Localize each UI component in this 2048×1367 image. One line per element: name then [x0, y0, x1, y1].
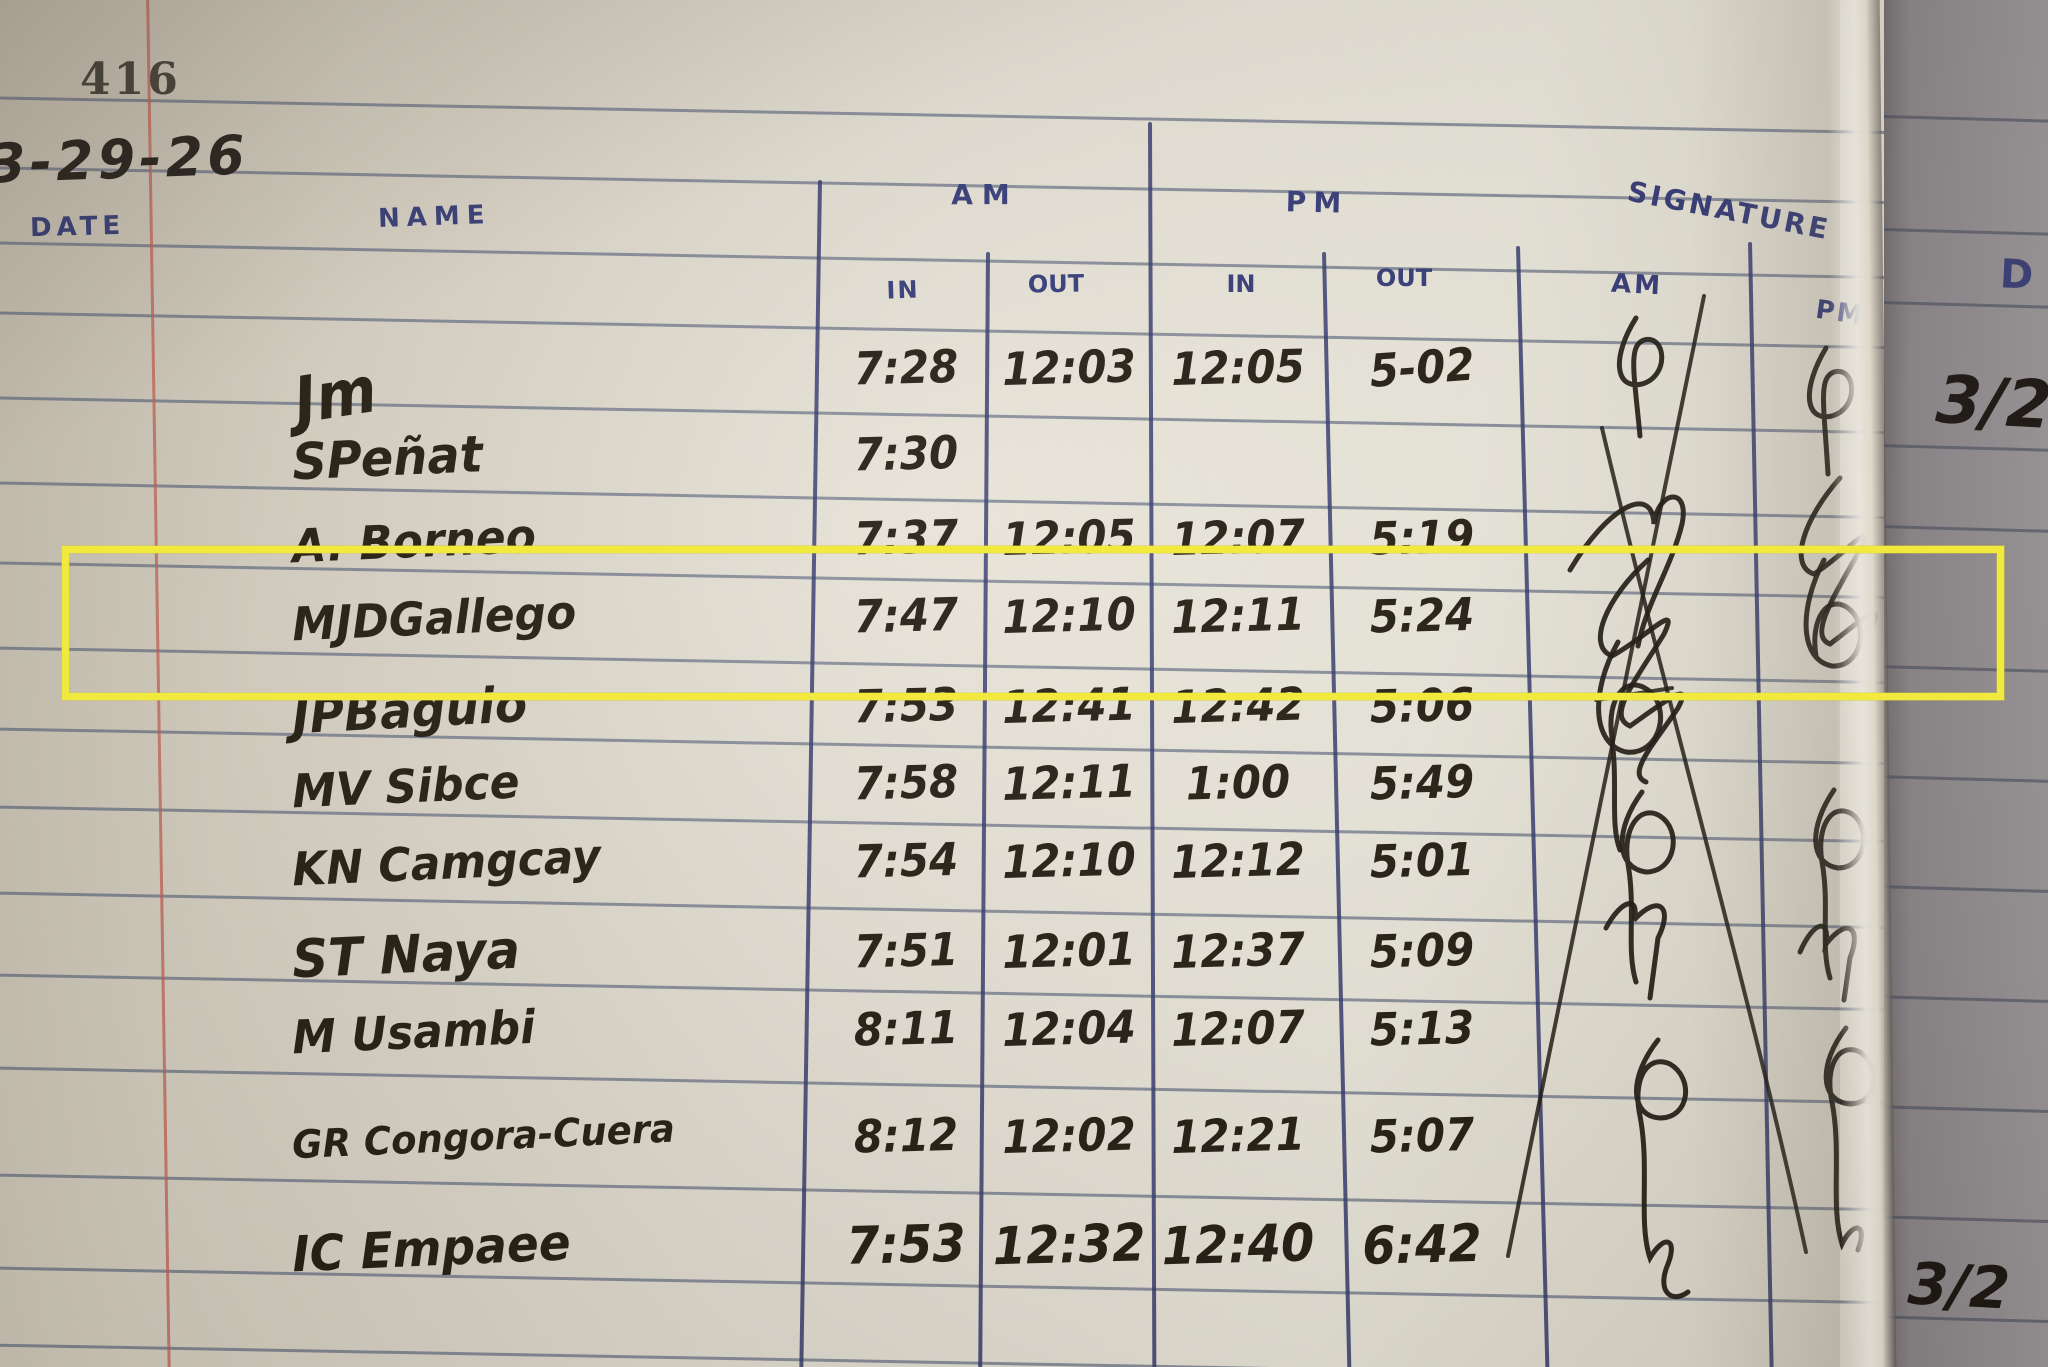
- page-number: 416: [80, 54, 181, 105]
- adjacent-page-date-note-top: 3/2: [1934, 361, 2048, 444]
- subheader-signature-am: AM: [1610, 268, 1664, 302]
- pm-in-time: 12:11: [1170, 586, 1306, 644]
- pm-out-time: 5:07: [1369, 1107, 1475, 1163]
- pm-out-time: 5:13: [1369, 1000, 1475, 1056]
- pm-out-time: 5:24: [1369, 587, 1475, 643]
- am-in-time: 7:54: [853, 832, 959, 888]
- am-in-time: 7:53: [845, 1213, 967, 1277]
- am-out-time: 12:32: [991, 1212, 1147, 1278]
- subheader-am-out: OUT: [1027, 269, 1085, 299]
- adjacent-page-header-partial: D: [1998, 251, 2035, 299]
- pm-in-time: 12:12: [1170, 831, 1306, 889]
- adjacent-page-date-note-bottom: 3/2: [1906, 1249, 2012, 1323]
- header-name: NAME: [377, 200, 493, 234]
- header-date: DATE: [29, 210, 126, 244]
- pm-out-time: 6:42: [1361, 1213, 1483, 1277]
- header-am: AM: [951, 178, 1019, 211]
- am-out-time: 12:02: [1001, 1106, 1137, 1164]
- subheader-pm-out: OUT: [1375, 264, 1433, 292]
- written-date: 3-29-26: [0, 123, 250, 196]
- am-in-time: 7:28: [853, 339, 959, 395]
- row-name: M Usambi: [291, 1000, 537, 1065]
- row-name: GR Congora-Cuera: [291, 1105, 676, 1168]
- pm-out-time: 5:01: [1369, 832, 1475, 888]
- am-in-time: 8:12: [853, 1107, 959, 1163]
- am-out-time: 12:04: [1001, 999, 1137, 1057]
- am-out-time: 12:03: [1001, 338, 1137, 396]
- row-name: IC Empaee: [290, 1213, 572, 1284]
- am-in-time: 8:11: [853, 1000, 959, 1056]
- pm-in-time: 12:40: [1160, 1212, 1316, 1278]
- pm-in-time: 12:05: [1170, 338, 1306, 396]
- adjacent-page: [1884, 0, 2048, 1367]
- am-out-time: 12:10: [1001, 831, 1137, 889]
- adjacent-page-ruled-lines: [1884, 0, 2048, 1367]
- pm-in-time: 12:21: [1170, 1106, 1306, 1164]
- header-pm: PM: [1285, 185, 1349, 220]
- pm-in-time: 12:07: [1170, 999, 1306, 1057]
- subheader-am-in: IN: [886, 275, 920, 305]
- page-edge-shadow: [1690, 0, 1840, 1367]
- am-in-time: 7:47: [853, 587, 959, 643]
- am-out-time: 12:10: [1001, 586, 1137, 644]
- subheader-pm-in: IN: [1226, 270, 1256, 298]
